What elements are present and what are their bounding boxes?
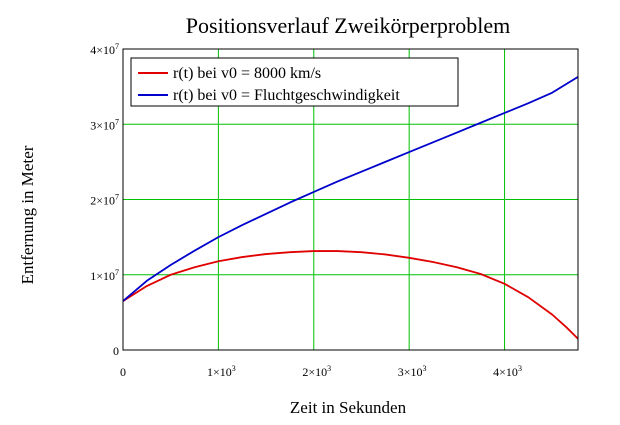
y-tick-label: 2×107 xyxy=(90,193,119,208)
legend-label-1: r(t) bei v0 = 8000 km/s xyxy=(173,65,321,82)
series-layer xyxy=(122,76,579,340)
x-tick-label: 3×103 xyxy=(398,364,427,379)
y-tick-label: 1×107 xyxy=(90,268,119,283)
y-tick-label: 0 xyxy=(113,344,119,358)
series-line-1 xyxy=(122,250,579,340)
legend-label-2: r(t) bei v0 = Fluchtgeschwindigkeit xyxy=(173,87,400,104)
y-ticks: 0 1×107 2×107 3×107 4×107 xyxy=(90,42,119,358)
chart-title: Positionsverlauf Zweikörperproblem xyxy=(186,13,510,38)
x-tick-label: 1×103 xyxy=(207,364,236,379)
x-tick-label: 4×103 xyxy=(493,364,522,379)
y-axis-label: Entfernung in Meter xyxy=(18,145,37,284)
x-axis-label: Zeit in Sekunden xyxy=(290,398,407,417)
x-ticks: 0 1×103 2×103 3×103 4×103 xyxy=(120,364,522,379)
y-tick-label: 4×107 xyxy=(90,42,119,57)
series-line-2 xyxy=(122,76,579,302)
x-tick-label: 0 xyxy=(120,365,126,379)
y-tick-label: 3×107 xyxy=(90,117,119,132)
plot-frame xyxy=(122,48,579,351)
legend: r(t) bei v0 = 8000 km/s r(t) bei v0 = Flu… xyxy=(130,57,459,107)
x-tick-label: 2×103 xyxy=(302,364,331,379)
legend-box xyxy=(130,57,459,107)
